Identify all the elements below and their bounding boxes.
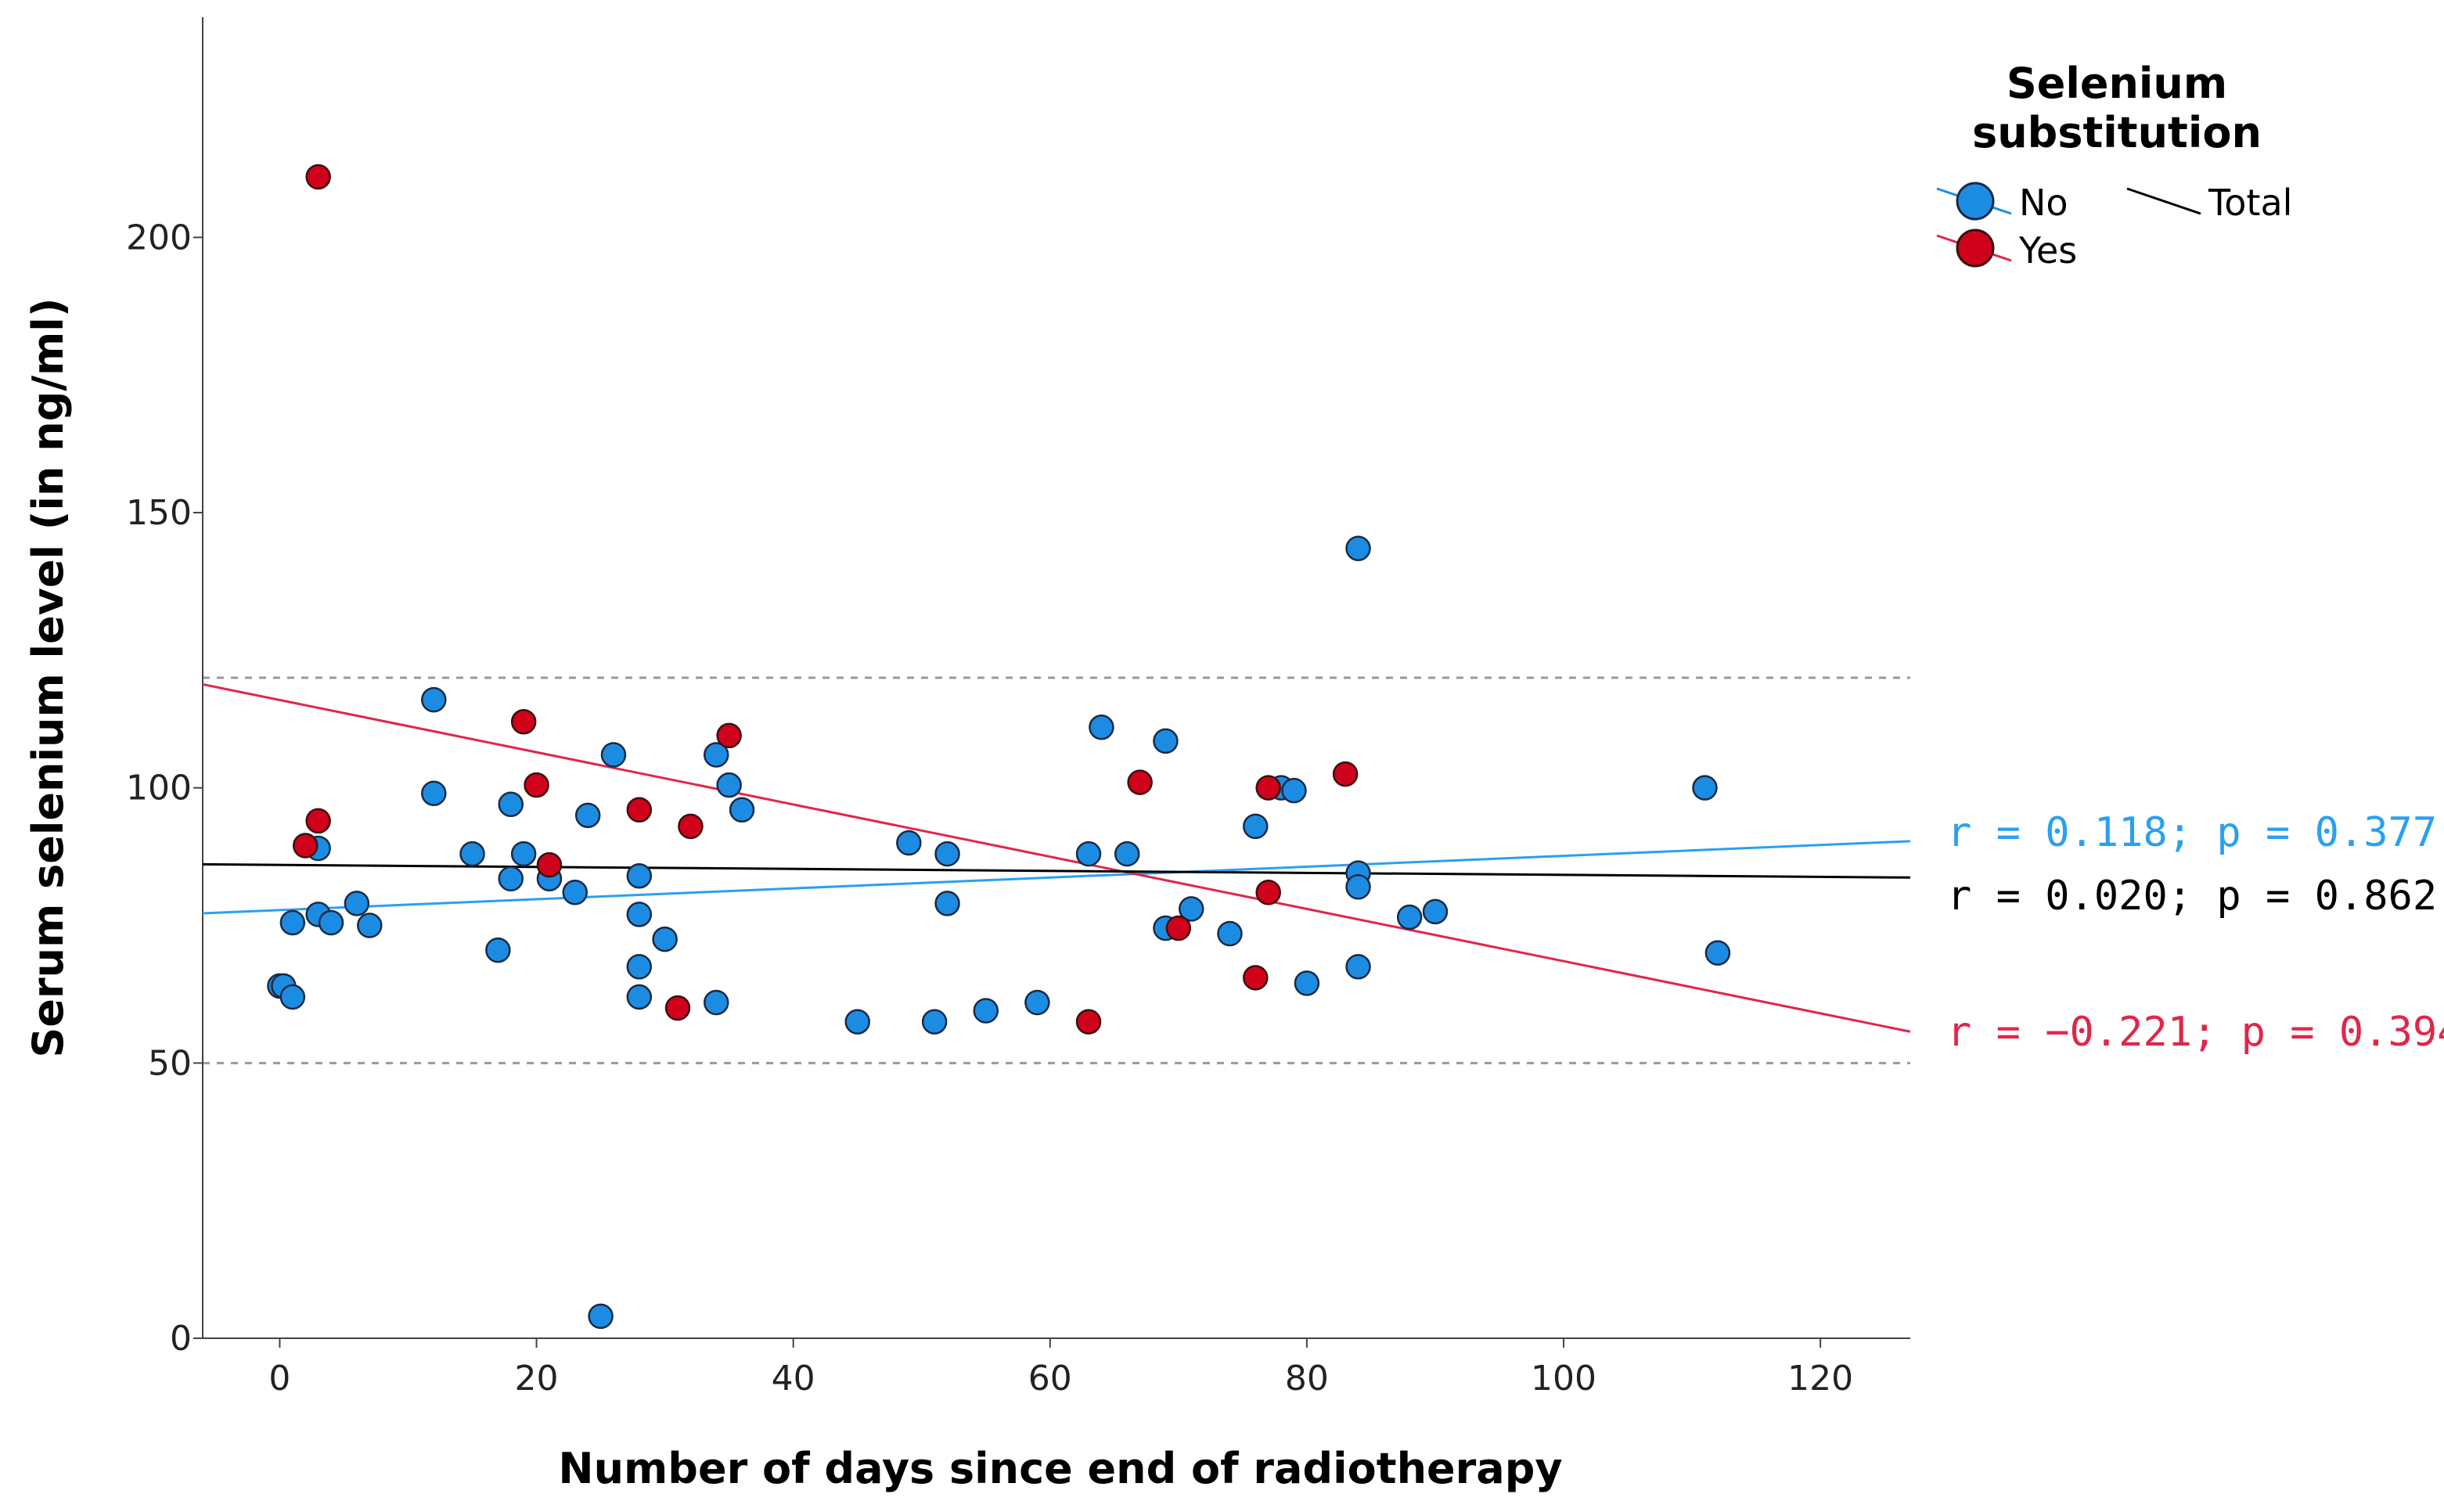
data-points — [267, 164, 1731, 1330]
data-point-no — [1243, 813, 1269, 840]
data-point-no — [1281, 777, 1307, 804]
data-point-no — [498, 791, 524, 818]
data-point-no — [703, 742, 729, 768]
data-point-no — [1114, 841, 1140, 867]
legend-no-marker-icon — [1956, 182, 1995, 221]
fit-line-no — [202, 840, 1911, 915]
data-point-no — [421, 780, 447, 806]
data-point-no — [510, 841, 537, 867]
data-point-yes — [536, 851, 563, 878]
data-point-no — [588, 1303, 614, 1330]
data-point-no — [626, 984, 653, 1010]
x-tick-label: 80 — [1285, 1359, 1329, 1399]
x-tick-label: 100 — [1531, 1359, 1596, 1399]
data-point-no — [1217, 920, 1243, 947]
legend-total-label: Total — [2208, 182, 2292, 224]
y-tick-label: 150 — [126, 493, 192, 533]
data-point-no — [1345, 874, 1371, 900]
data-point-no — [279, 984, 306, 1010]
data-point-yes — [1165, 915, 1192, 941]
data-point-no — [652, 926, 678, 952]
data-point-no — [1396, 904, 1423, 931]
data-point-yes — [1075, 1009, 1102, 1035]
data-point-no — [562, 880, 589, 905]
legend-yes-label: Yes — [2018, 229, 2077, 272]
x-tick-label: 20 — [515, 1359, 559, 1399]
data-point-yes — [1243, 965, 1269, 991]
data-point-yes — [524, 772, 549, 798]
data-point-no — [1345, 954, 1371, 980]
data-point-yes — [305, 164, 331, 190]
data-point-no — [716, 772, 742, 798]
y-tick-label: 50 — [148, 1043, 192, 1083]
data-point-no — [1704, 940, 1731, 966]
data-point-no — [626, 902, 653, 927]
legend-total-line-icon — [2126, 187, 2201, 215]
data-point-no — [921, 1009, 948, 1035]
data-point-no — [1422, 898, 1449, 925]
legend-title-line2: substitution — [1972, 108, 2262, 157]
annotation-yes: r = −0.221; p = 0.394 — [1947, 1009, 2444, 1056]
fit-lines — [202, 682, 1911, 1033]
data-point-no — [934, 891, 960, 916]
data-point-yes — [1332, 761, 1359, 787]
data-point-no — [1075, 841, 1102, 867]
data-point-no — [357, 913, 383, 938]
legend-no-label: No — [2019, 182, 2068, 224]
data-point-no — [1024, 989, 1050, 1016]
data-point-yes — [305, 808, 331, 834]
y-tick-label: 0 — [170, 1319, 192, 1359]
data-point-yes — [292, 833, 319, 859]
legend-title-line1: Selenium — [2007, 59, 2227, 108]
fit-line-total — [202, 862, 1911, 879]
data-point-no — [1153, 728, 1179, 754]
x-tick-label: 0 — [268, 1359, 290, 1399]
data-point-no — [626, 954, 653, 980]
reference-lines — [203, 676, 1910, 1064]
data-point-no — [844, 1009, 870, 1035]
data-point-no — [973, 998, 999, 1024]
y-axis-title: Serum selenium level (in ng/ml) — [23, 298, 73, 1058]
data-point-no — [729, 797, 755, 823]
x-axis-title: Number of days since end of radiotherapy — [558, 1444, 1562, 1493]
data-point-no — [703, 989, 729, 1016]
data-point-no — [344, 891, 370, 916]
data-point-yes — [1255, 775, 1281, 801]
x-tick-label: 120 — [1787, 1359, 1853, 1399]
data-point-no — [600, 742, 627, 768]
data-point-no — [626, 862, 653, 889]
legend: Selenium substitution No Yes Total — [1936, 59, 2292, 272]
data-point-no — [459, 841, 485, 867]
data-point-no — [1294, 970, 1320, 996]
data-point-no — [1179, 896, 1204, 922]
data-point-yes — [1255, 880, 1281, 905]
data-point-yes — [678, 813, 704, 840]
x-tick-label: 40 — [772, 1359, 815, 1399]
data-point-yes — [716, 722, 742, 749]
data-point-no — [934, 841, 960, 867]
legend-yes-marker-icon — [1956, 229, 1995, 268]
data-point-yes — [626, 797, 653, 823]
data-point-no — [1089, 715, 1114, 740]
annotation-total: r = 0.020; p = 0.862 — [1947, 873, 2437, 920]
data-point-no — [318, 909, 344, 936]
data-point-no — [1692, 775, 1718, 801]
data-point-yes — [664, 995, 691, 1021]
axis-ticks: 0 20 40 60 80 100 120 0 50 100 150 200 — [126, 218, 1853, 1399]
annotation-no: r = 0.118; p = 0.377 — [1947, 809, 2437, 856]
x-tick-label: 60 — [1028, 1359, 1072, 1399]
y-tick-label: 100 — [126, 769, 192, 808]
data-point-yes — [1127, 769, 1153, 795]
data-point-no — [1345, 535, 1371, 561]
data-point-no — [498, 866, 524, 891]
data-point-no — [485, 937, 511, 963]
fit-line-yes — [202, 682, 1911, 1033]
data-point-no — [574, 802, 601, 829]
data-point-yes — [510, 709, 537, 735]
y-tick-label: 200 — [126, 218, 192, 257]
data-point-no — [421, 686, 447, 713]
data-point-no — [279, 909, 306, 936]
data-point-no — [896, 830, 922, 856]
